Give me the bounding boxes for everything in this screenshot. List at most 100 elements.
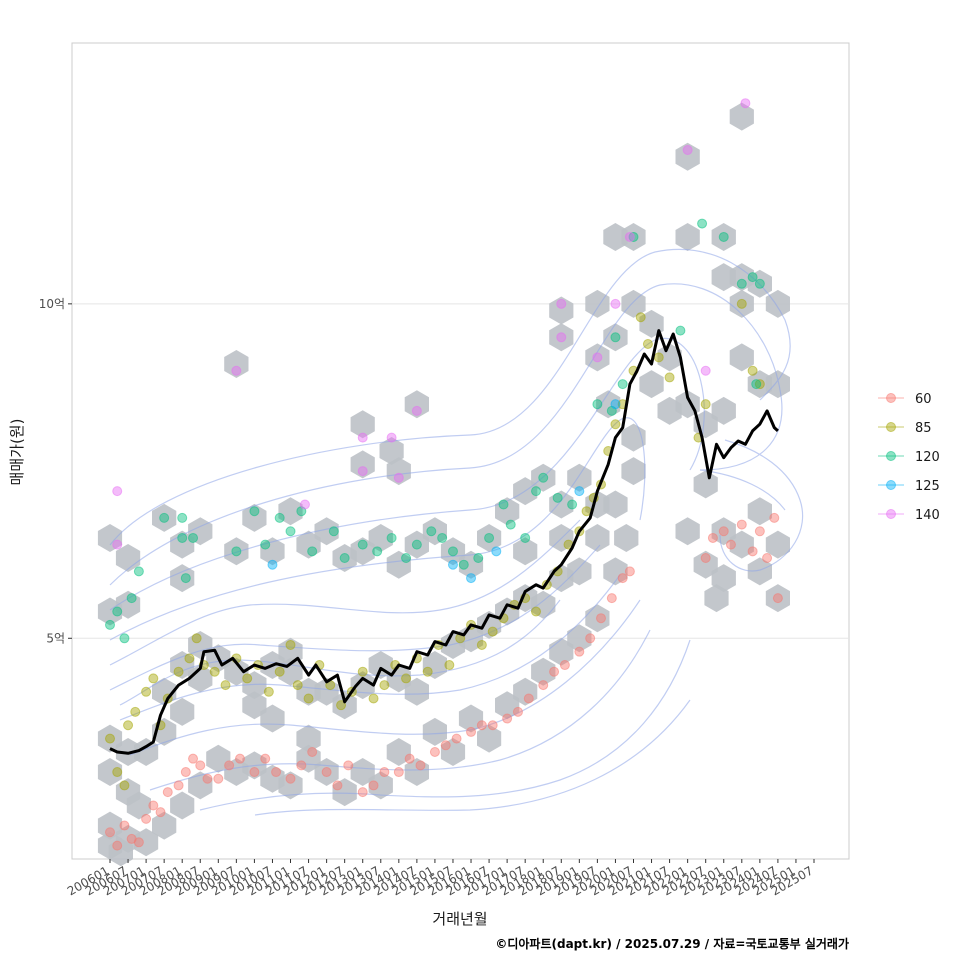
hexbin — [242, 503, 267, 532]
data-point-85 — [664, 372, 675, 383]
contour-line — [109, 248, 791, 546]
data-point-85 — [303, 693, 314, 704]
data-point-120 — [736, 278, 747, 289]
data-point-120 — [617, 379, 628, 390]
hexbin — [621, 457, 646, 486]
data-point-125 — [610, 399, 621, 410]
data-point-120 — [426, 526, 437, 537]
data-point-85 — [209, 666, 220, 677]
hexbin — [585, 524, 610, 552]
hexbin — [549, 323, 574, 352]
hexbin — [134, 828, 159, 857]
hexbin — [596, 390, 621, 419]
data-point-120 — [260, 539, 271, 550]
data-point-60 — [202, 773, 213, 784]
data-point-140 — [357, 466, 368, 477]
data-point-120 — [437, 532, 448, 543]
data-point-60 — [271, 767, 282, 778]
data-point-120 — [697, 218, 708, 229]
hexbin — [134, 738, 159, 766]
data-point-120 — [177, 512, 188, 523]
data-point-60 — [296, 760, 307, 771]
hexbin — [639, 370, 664, 399]
hexbin — [729, 102, 754, 131]
contour-line — [129, 599, 641, 756]
data-point-60 — [747, 546, 758, 557]
data-point-140 — [700, 365, 711, 376]
data-point-60 — [538, 680, 549, 691]
hexbin — [296, 724, 321, 753]
hexbin — [115, 544, 141, 572]
data-point-60 — [429, 746, 440, 757]
x-axis-title: 거래년월 — [432, 910, 487, 928]
hexbin — [585, 343, 610, 372]
data-point-85 — [357, 666, 368, 677]
data-point-120 — [458, 559, 469, 570]
hexbin — [332, 778, 357, 807]
hexbin — [603, 557, 628, 586]
legend-key-point — [886, 451, 896, 461]
hexbin — [675, 142, 700, 171]
legend-label: 85 — [915, 421, 932, 436]
hexbin — [549, 296, 574, 325]
hexbin — [458, 550, 484, 579]
data-point-85 — [487, 626, 498, 637]
data-point-120 — [357, 539, 368, 550]
data-point-60 — [148, 800, 159, 811]
data-point-60 — [141, 813, 152, 824]
hexbin — [693, 470, 718, 499]
data-point-60 — [466, 726, 477, 737]
hexbin — [765, 584, 790, 613]
hexbin — [747, 497, 772, 526]
data-point-120 — [133, 566, 144, 577]
data-point-60 — [119, 820, 130, 831]
data-point-120 — [411, 539, 422, 550]
median-trend — [109, 329, 779, 755]
data-point-120 — [328, 526, 339, 537]
contour-line — [109, 519, 581, 666]
data-point-140 — [299, 499, 310, 510]
x-axis: 2006012006072007012007072008012008072009… — [65, 859, 816, 899]
y-axis-title: 매매가(원) — [8, 419, 26, 486]
data-point-60 — [559, 660, 570, 671]
hexbin — [170, 791, 195, 820]
data-point-120 — [105, 619, 115, 630]
hexbin — [675, 223, 700, 251]
data-point-120 — [473, 553, 484, 564]
data-point-120 — [307, 546, 318, 557]
data-point-60 — [155, 807, 166, 818]
data-point-85 — [610, 419, 621, 430]
hexbin — [350, 410, 375, 439]
data-point-60 — [260, 753, 271, 764]
data-point-85 — [401, 673, 412, 684]
hexbin — [747, 557, 772, 586]
y-tick-label: 5억 — [46, 631, 65, 645]
hexbin — [368, 771, 393, 800]
hexbin — [368, 524, 393, 552]
data-point-60 — [585, 633, 596, 644]
data-point-140 — [682, 145, 693, 156]
data-point-120 — [718, 231, 729, 242]
data-point-60 — [595, 613, 606, 624]
hexbin — [603, 323, 628, 352]
data-point-140 — [556, 298, 567, 309]
hexbin — [585, 289, 610, 318]
contour-line — [254, 699, 691, 816]
data-point-120 — [484, 532, 495, 543]
data-point-60 — [754, 526, 765, 537]
hexbin — [278, 771, 303, 800]
data-point-120 — [274, 512, 285, 523]
contour-line — [199, 639, 691, 811]
hexbin — [314, 517, 339, 546]
legend-key-point — [886, 509, 896, 519]
data-point-60 — [393, 767, 404, 778]
legend-key-point — [886, 480, 896, 490]
data-point-60 — [173, 780, 184, 791]
data-point-120 — [610, 332, 621, 343]
data-point-120 — [520, 532, 531, 543]
hexbin — [97, 597, 123, 626]
hexbin — [765, 370, 790, 399]
data-point-120 — [126, 593, 137, 604]
hexbin — [242, 671, 267, 700]
